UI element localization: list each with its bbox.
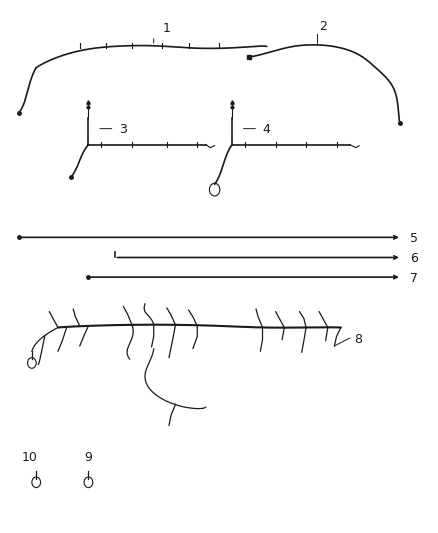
Text: 5: 5 <box>410 232 418 245</box>
Text: 7: 7 <box>410 272 418 285</box>
Text: 9: 9 <box>85 451 92 464</box>
Text: 2: 2 <box>319 20 327 33</box>
Text: 3: 3 <box>119 123 127 136</box>
Text: 8: 8 <box>354 333 362 346</box>
Text: 1: 1 <box>162 22 170 35</box>
Text: 10: 10 <box>22 451 38 464</box>
Text: 4: 4 <box>262 123 270 136</box>
Text: 6: 6 <box>410 252 418 265</box>
